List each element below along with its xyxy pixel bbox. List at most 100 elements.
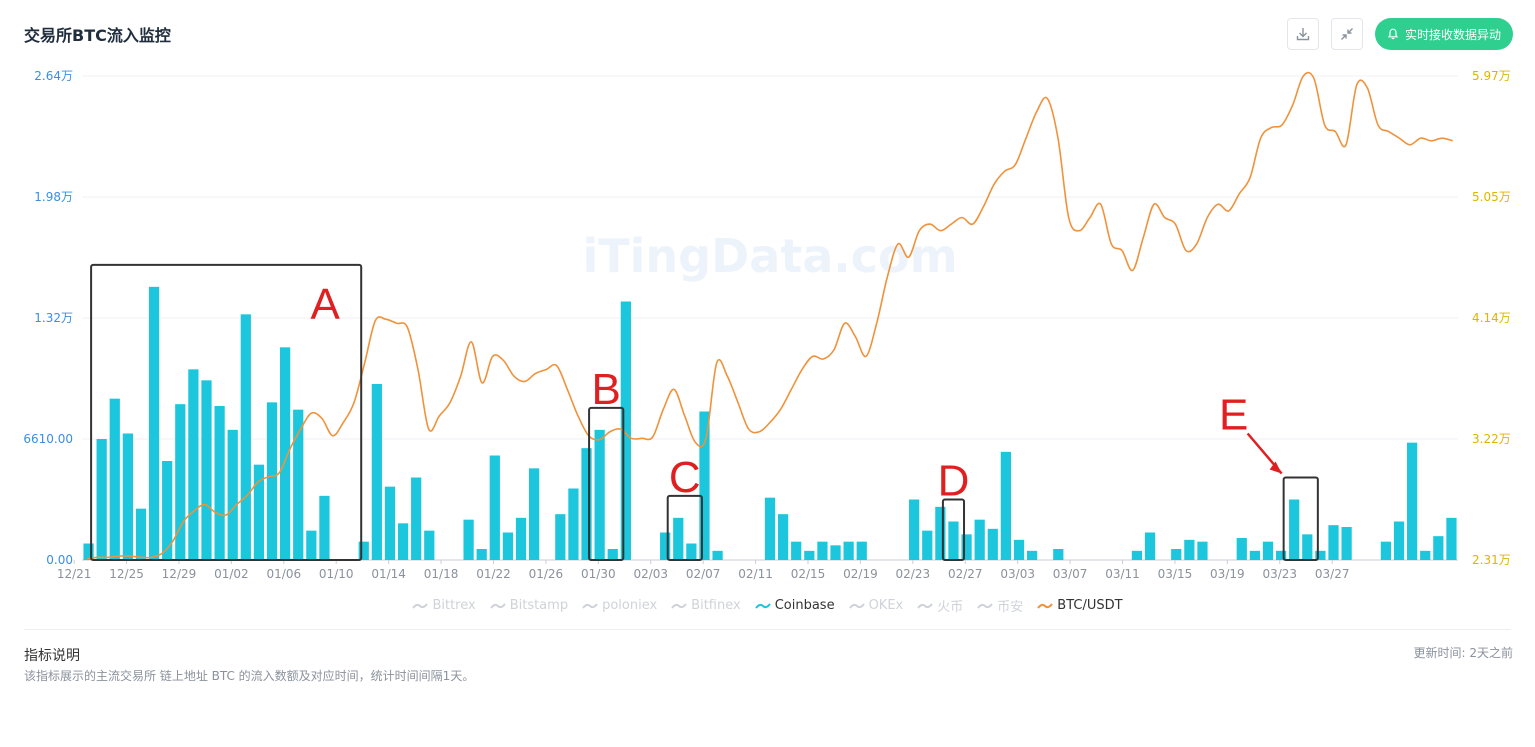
legend-item[interactable]: BTC/USDT xyxy=(1037,596,1123,615)
coinbase-bar xyxy=(384,486,396,560)
coinbase-bar xyxy=(817,541,828,560)
coinbase-bar xyxy=(948,521,959,560)
annotation-box xyxy=(588,406,625,562)
coinbase-bar xyxy=(188,369,199,560)
coinbase-bar xyxy=(83,543,94,560)
annotation-box xyxy=(1282,476,1319,561)
coinbase-bar xyxy=(791,541,802,560)
info-title: 指标说明 xyxy=(24,648,80,664)
x-tick-label: 02/23 xyxy=(896,567,931,581)
coinbase-bar xyxy=(607,549,618,560)
realtime-alert-button[interactable]: 实时接收数据异动 xyxy=(1374,18,1513,50)
coinbase-bar xyxy=(1275,550,1287,560)
x-tick-label: 12/21 xyxy=(57,567,92,581)
coinbase-bar xyxy=(1197,541,1208,560)
right-axis-tick: 3.22万 xyxy=(1472,432,1511,446)
coinbase-bar xyxy=(358,541,369,560)
coinbase-bar xyxy=(1420,550,1431,560)
coinbase-bar xyxy=(555,514,566,560)
download-icon xyxy=(1296,28,1310,41)
coinbase-bar xyxy=(935,506,946,560)
coinbase-bar xyxy=(660,532,671,560)
coinbase-bar xyxy=(699,411,710,560)
legend-item[interactable]: Coinbase xyxy=(754,596,835,615)
collapse-icon xyxy=(1340,28,1353,40)
legend-item[interactable]: 火币 xyxy=(917,596,963,615)
coinbase-bar xyxy=(253,464,265,560)
coinbase-bar xyxy=(1380,541,1392,560)
coinbase-bar xyxy=(1053,549,1064,560)
legend-item[interactable]: Bitstamp xyxy=(489,596,568,615)
coinbase-bar xyxy=(1407,442,1418,560)
legend-label: 火币 xyxy=(937,600,964,615)
coinbase-bar xyxy=(109,398,120,560)
coinbase-bar xyxy=(974,519,985,560)
coinbase-bar xyxy=(1262,541,1274,560)
coinbase-bar xyxy=(463,519,474,560)
legend-item[interactable]: Bitfinex xyxy=(671,596,741,615)
coinbase-bar xyxy=(581,448,592,560)
collapse-button[interactable] xyxy=(1330,18,1363,50)
right-axis-tick: 5.05万 xyxy=(1472,190,1511,204)
legend-swatch-icon xyxy=(977,602,994,609)
annotation-label: B xyxy=(592,365,621,414)
x-tick-label: 01/14 xyxy=(371,567,406,581)
legend-label: Bittrex xyxy=(432,598,476,613)
coinbase-bar xyxy=(371,384,382,560)
coinbase-bar xyxy=(96,439,107,560)
legend: Bittrex Bitstamp poloniex Bitfinex Coinbase O… xyxy=(0,596,1535,615)
coinbase-bar xyxy=(240,314,251,560)
download-button[interactable] xyxy=(1286,18,1319,50)
coinbase-bar xyxy=(135,508,147,560)
x-tick-label: 02/27 xyxy=(948,567,983,581)
x-tick-label: 02/15 xyxy=(791,567,826,581)
x-tick-label: 01/26 xyxy=(529,567,564,581)
coinbase-bar xyxy=(162,461,173,560)
x-tick-label: 02/03 xyxy=(633,567,668,581)
coinbase-bar xyxy=(856,541,867,560)
coinbase-bar xyxy=(909,499,920,560)
right-axis-tick: 4.14万 xyxy=(1472,311,1511,325)
coinbase-bar xyxy=(1249,550,1260,560)
coinbase-bar xyxy=(1289,499,1300,560)
legend-item[interactable]: poloniex xyxy=(582,596,657,615)
legend-swatch-icon xyxy=(1037,602,1054,609)
x-tick-label: 01/06 xyxy=(267,567,302,581)
coinbase-bar xyxy=(1131,550,1143,560)
coinbase-bar xyxy=(319,495,330,560)
x-tick-label: 01/18 xyxy=(424,567,459,581)
annotation-label: A xyxy=(311,280,341,329)
left-axis-tick: 1.98万 xyxy=(34,190,73,204)
coinbase-bar xyxy=(1302,534,1313,560)
coinbase-bar xyxy=(1315,550,1326,560)
legend-swatch-icon xyxy=(917,602,934,609)
legend-item[interactable]: Bittrex xyxy=(412,596,476,615)
legend-item[interactable]: OKEx xyxy=(848,596,904,615)
coinbase-bar xyxy=(922,530,933,560)
btc-usdt-line xyxy=(87,71,1453,560)
coinbase-bar xyxy=(227,429,238,560)
legend-label: Coinbase xyxy=(774,598,835,613)
coinbase-bar xyxy=(502,532,514,560)
legend-label: 币安 xyxy=(997,600,1024,615)
legend-label: OKEx xyxy=(868,598,904,613)
coinbase-bar xyxy=(1433,536,1444,560)
coinbase-bar xyxy=(777,514,789,560)
annotation-label: C xyxy=(669,453,701,502)
x-tick-label: 03/07 xyxy=(1053,567,1088,581)
legend-item[interactable]: 币安 xyxy=(977,596,1023,615)
coinbase-bar xyxy=(175,404,186,560)
x-tick-label: 03/11 xyxy=(1105,567,1140,581)
annotation-box xyxy=(666,494,703,562)
coinbase-bar xyxy=(201,380,212,560)
bell-icon xyxy=(1387,28,1399,40)
x-tick-label: 02/07 xyxy=(686,567,721,581)
coinbase-bar xyxy=(961,534,972,560)
annotation-label: E xyxy=(1219,391,1248,440)
coinbase-bar xyxy=(1171,549,1182,560)
x-tick-label: 12/29 xyxy=(162,567,197,581)
x-tick-label: 03/15 xyxy=(1158,567,1193,581)
alert-button-label: 实时接收数据异动 xyxy=(1404,27,1501,42)
x-tick-label: 02/11 xyxy=(738,567,773,581)
coinbase-bar xyxy=(148,286,160,560)
